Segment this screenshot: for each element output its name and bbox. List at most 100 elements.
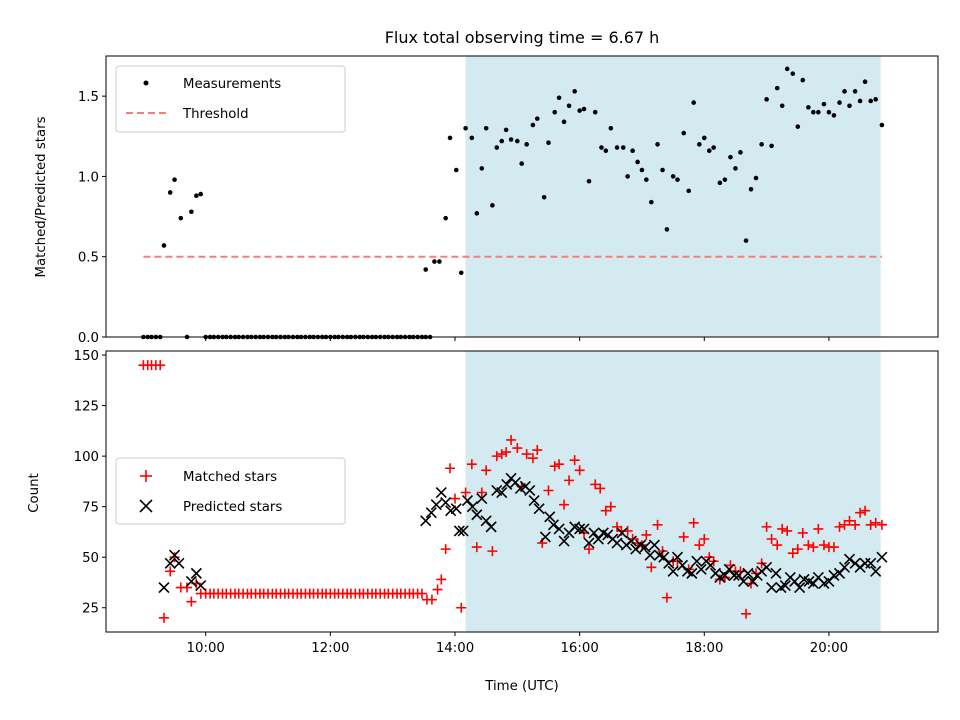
matched-star-point xyxy=(772,540,783,551)
matched-star-point xyxy=(828,542,839,553)
matched-star-point xyxy=(834,521,845,532)
predicted-star-point xyxy=(190,567,202,579)
predicted-star-point xyxy=(625,535,637,547)
predicted-star-point xyxy=(457,525,469,537)
chart-title: Flux total observing time = 6.67 h xyxy=(385,28,660,47)
matched-star-point xyxy=(182,582,193,593)
measurement-point xyxy=(530,122,536,128)
top-panel: 0.0 0.5 1.0 1.5 Flux total observing time =… xyxy=(34,28,939,346)
measurement-point xyxy=(717,180,723,186)
matched-star-point xyxy=(813,523,824,534)
matched-star-point xyxy=(688,517,699,528)
measurement-point xyxy=(443,215,448,221)
measurement-point xyxy=(639,167,645,173)
measurement-point xyxy=(198,191,204,197)
matched-star-point xyxy=(549,461,560,472)
predicted-star-point xyxy=(691,555,703,567)
matched-star-point xyxy=(491,451,502,462)
predicted-star-point xyxy=(164,557,176,569)
predicted-star-point xyxy=(501,478,513,490)
measurement-point xyxy=(711,145,716,150)
measurement-point xyxy=(701,135,707,141)
predicted-star-point xyxy=(524,484,536,497)
predicted-star-point xyxy=(420,515,432,527)
measurement-point xyxy=(649,199,654,205)
matched-star-point xyxy=(466,459,477,470)
predicted-star-point xyxy=(195,579,207,592)
matched-star-point xyxy=(426,594,437,605)
matched-star-point xyxy=(844,515,855,526)
predicted-star-point xyxy=(728,569,740,581)
measurement-point xyxy=(733,166,738,171)
legend-marker-measurements xyxy=(143,80,149,86)
legend-label-measurements: Measurements xyxy=(183,77,281,92)
matched-star-point xyxy=(158,612,169,623)
bot-y-tick-label: 75 xyxy=(82,501,99,516)
measurement-point xyxy=(463,125,468,131)
matched-star-point xyxy=(476,487,487,498)
measurement-point xyxy=(743,238,749,243)
matched-star-point xyxy=(501,447,512,458)
measurement-point xyxy=(608,125,614,131)
predicted-star-point xyxy=(686,567,698,579)
measurement-point xyxy=(759,142,764,147)
predicted-star-point xyxy=(539,531,551,543)
matched-star-point xyxy=(808,542,819,553)
predicted-star-point xyxy=(719,569,731,581)
matched-star-point xyxy=(741,608,752,619)
predicted-star-point xyxy=(558,535,570,547)
bot-y-tick-label: 150 xyxy=(74,349,99,364)
bottom-y-axis-label: Count xyxy=(27,473,42,513)
matched-star-point xyxy=(818,540,829,551)
predicted-star-point xyxy=(838,561,851,573)
predicted-star-point xyxy=(173,557,185,569)
matched-star-point xyxy=(641,529,652,540)
measurement-point xyxy=(837,100,842,105)
bot-x-tick-label: 12:00 xyxy=(311,641,349,656)
matched-star-point xyxy=(661,592,672,603)
matched-star-point xyxy=(521,449,532,460)
measurement-point xyxy=(821,101,827,107)
measurement-point xyxy=(167,190,173,195)
matched-star-point xyxy=(554,459,565,470)
measurement-point xyxy=(474,211,480,216)
bot-x-tick-label: 14:00 xyxy=(436,641,474,656)
measurement-point xyxy=(857,98,863,104)
measurement-point xyxy=(831,113,837,118)
measurement-point xyxy=(494,145,500,150)
top-axes-frame xyxy=(105,55,939,338)
measurement-point xyxy=(447,135,453,141)
predicted-star-point xyxy=(644,549,656,561)
matched-star-point xyxy=(860,505,871,516)
matched-star-point xyxy=(850,519,861,530)
measurement-point xyxy=(625,174,630,179)
matched-star-point xyxy=(416,588,427,599)
predicted-star-point xyxy=(185,575,197,588)
predicted-star-point xyxy=(466,501,479,513)
measurement-point xyxy=(490,203,495,208)
matched-star-point xyxy=(186,596,197,607)
measurement-point xyxy=(774,85,780,91)
matched-star-point xyxy=(694,540,705,551)
matched-star-point xyxy=(569,455,580,466)
measurement-point xyxy=(790,71,796,76)
predicted-star-point xyxy=(695,563,707,575)
bot-x-tick-label: 16:00 xyxy=(560,641,598,656)
matched-star-point xyxy=(165,566,176,577)
measurement-point xyxy=(686,188,692,194)
predicted-star-point xyxy=(667,565,679,577)
predicted-star-point xyxy=(737,575,750,588)
matched-star-point xyxy=(532,445,543,456)
measurement-point xyxy=(795,124,801,129)
matched-star-point xyxy=(543,485,554,496)
predicted-star-point xyxy=(588,527,600,539)
matched-star-point xyxy=(699,534,710,545)
measurement-point xyxy=(670,174,676,179)
top-shaded-region xyxy=(465,56,881,337)
measurement-point xyxy=(534,116,540,121)
predicted-star-point xyxy=(450,503,462,515)
predicted-star-point xyxy=(425,507,437,519)
measurement-point xyxy=(552,109,558,115)
measurement-point xyxy=(614,145,620,150)
measurement-point xyxy=(706,148,712,154)
